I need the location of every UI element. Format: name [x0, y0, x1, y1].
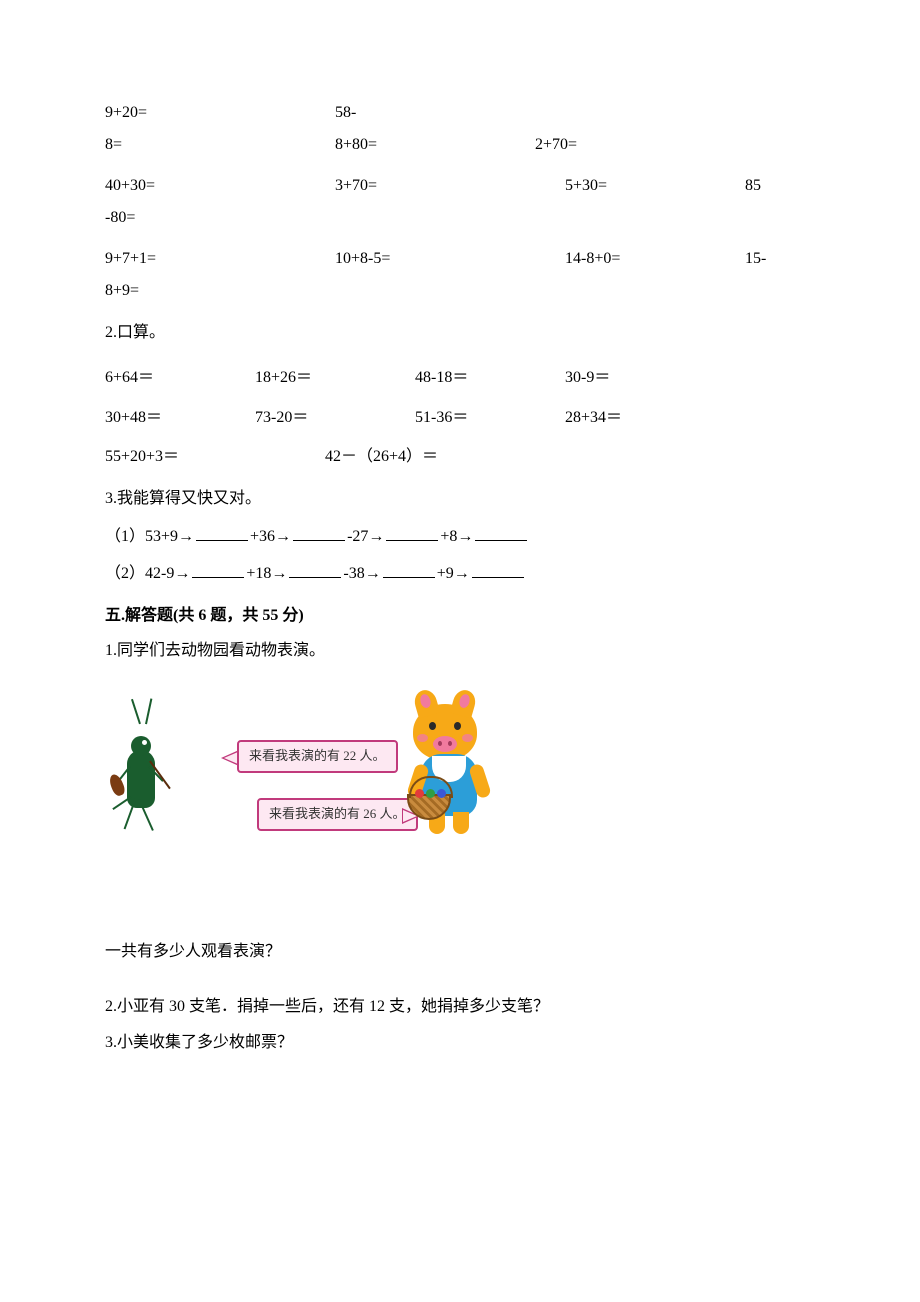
- cricket-icon: [127, 750, 155, 808]
- speech-bubble-1: 来看我表演的有 22 人。: [237, 740, 398, 773]
- blank[interactable]: [192, 562, 244, 578]
- expr: 3+70=: [335, 173, 565, 199]
- chain-seg: +18→: [246, 565, 287, 582]
- q3-title: 3.我能算得又快又对。: [105, 486, 815, 512]
- blank[interactable]: [196, 525, 248, 541]
- expr: 10+8-5=: [335, 246, 565, 272]
- p1-question: 一共有多少人观看表演？: [105, 939, 815, 965]
- pig-icon: [413, 704, 477, 816]
- expr: 30+48＝: [105, 405, 255, 431]
- q1-row2: 8= 8+80= 2+70=: [105, 132, 815, 158]
- blank[interactable]: [289, 562, 341, 578]
- blank[interactable]: [383, 562, 435, 578]
- expr: 30-9＝: [565, 365, 610, 391]
- expr: 5+30=: [565, 173, 745, 199]
- q3-line1: （1）53+9→ +36→ -27→ +8→: [105, 524, 815, 550]
- chain-seg: -27→: [347, 528, 384, 545]
- expr: 8+9=: [105, 278, 139, 304]
- expr: 40+30=: [105, 173, 335, 199]
- speech-bubble-2: 来看我表演的有 26 人。: [257, 798, 418, 831]
- q1-row3: 40+30= 3+70= 5+30= 85: [105, 173, 815, 199]
- p3-text: 3.小美收集了多少枚邮票？: [105, 1030, 815, 1056]
- expr: 48-18＝: [415, 365, 565, 391]
- expr: 2+70=: [535, 132, 577, 158]
- q2-row2: 30+48＝ 73-20＝ 51-36＝ 28+34＝: [105, 405, 815, 431]
- q1-row4: -80=: [105, 205, 815, 231]
- chain-seg: +9→: [437, 565, 470, 582]
- expr: 14-8+0=: [565, 246, 745, 272]
- blank[interactable]: [475, 525, 527, 541]
- expr: 85: [745, 173, 761, 199]
- expr: 42－（26+4）＝: [325, 444, 438, 470]
- chain-seg: +8→: [440, 528, 473, 545]
- q2-row3: 55+20+3＝ 42－（26+4）＝: [105, 444, 815, 470]
- chain-prefix: （2）42-9→: [105, 565, 190, 582]
- expr: -80=: [105, 205, 135, 231]
- section5-title: 五.解答题(共 6 题，共 55 分): [105, 603, 815, 629]
- blank[interactable]: [293, 525, 345, 541]
- q2-row1: 6+64＝ 18+26＝ 48-18＝ 30-9＝: [105, 365, 815, 391]
- q3-line2: （2）42-9→ +18→ -38→ +9→: [105, 561, 815, 587]
- expr: 55+20+3＝: [105, 444, 325, 470]
- chain-seg: -38→: [343, 565, 380, 582]
- p1-title: 1.同学们去动物园看动物表演。: [105, 638, 815, 664]
- q1-row6: 8+9=: [105, 278, 815, 304]
- expr: 58-: [335, 100, 356, 126]
- chain-seg: +36→: [250, 528, 291, 545]
- expr: 15-: [745, 246, 766, 272]
- expr: 73-20＝: [255, 405, 415, 431]
- expr: 51-36＝: [415, 405, 565, 431]
- q2-title: 2.口算。: [105, 320, 815, 346]
- expr: 28+34＝: [565, 405, 622, 431]
- expr: 18+26＝: [255, 365, 415, 391]
- expr: 8=: [105, 132, 335, 158]
- problem1-illustration: 来看我表演的有 22 人。 来看我表演的有 26 人。: [117, 690, 477, 890]
- expr: 6+64＝: [105, 365, 255, 391]
- blank[interactable]: [472, 562, 524, 578]
- q1-row1: 9+20= 58-: [105, 100, 815, 126]
- blank[interactable]: [386, 525, 438, 541]
- p2-text: 2.小亚有 30 支笔．捐掉一些后，还有 12 支，她捐掉多少支笔？: [105, 994, 815, 1020]
- q1-row5: 9+7+1= 10+8-5= 14-8+0= 15-: [105, 246, 815, 272]
- expr: 9+7+1=: [105, 246, 335, 272]
- expr: 9+20=: [105, 100, 335, 126]
- expr: 8+80=: [335, 132, 535, 158]
- chain-prefix: （1）53+9→: [105, 528, 194, 545]
